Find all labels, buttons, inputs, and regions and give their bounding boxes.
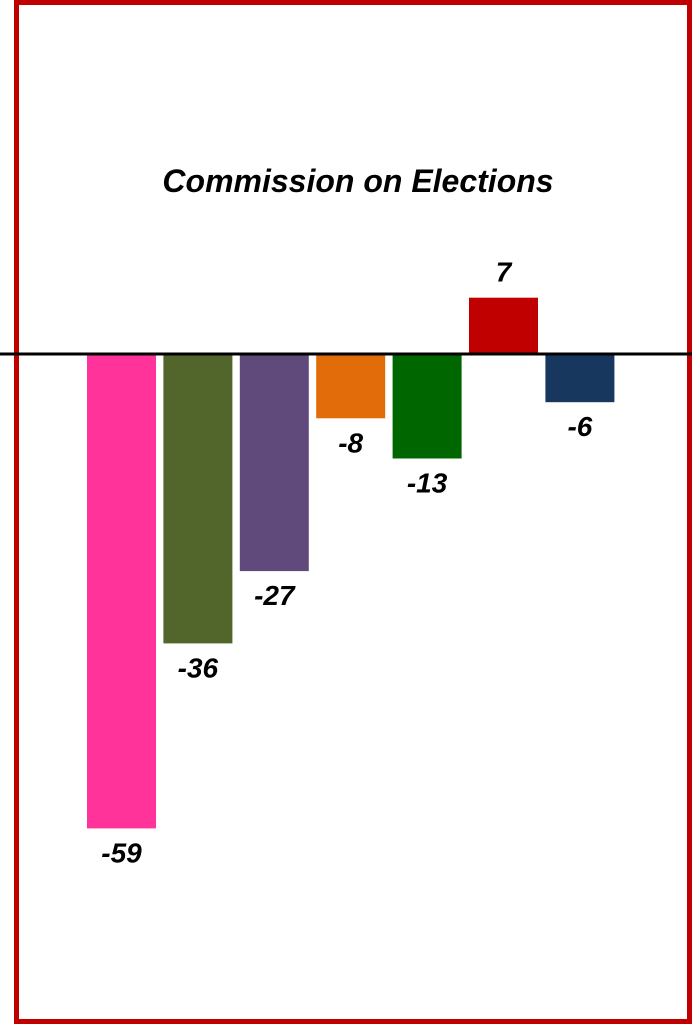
- data-label-6: -6: [567, 411, 592, 442]
- data-label-3: -8: [338, 427, 363, 458]
- data-labels: -59 -36 -27 -8 -13 7 -6: [101, 257, 593, 869]
- bar-6: [545, 354, 615, 403]
- data-label-1: -36: [178, 652, 219, 683]
- bar-4: [392, 354, 462, 459]
- bar-1: [163, 354, 233, 644]
- data-label-4: -13: [407, 468, 448, 499]
- bar-3: [316, 354, 386, 419]
- chart-title: Commission on Elections: [162, 163, 553, 199]
- bar-2: [239, 354, 309, 572]
- bars: [87, 297, 615, 829]
- data-label-5: 7: [496, 257, 513, 288]
- data-label-2: -27: [254, 580, 296, 611]
- bar-0: [87, 354, 156, 829]
- data-label-0: -59: [101, 837, 142, 868]
- bar-5: [469, 297, 538, 354]
